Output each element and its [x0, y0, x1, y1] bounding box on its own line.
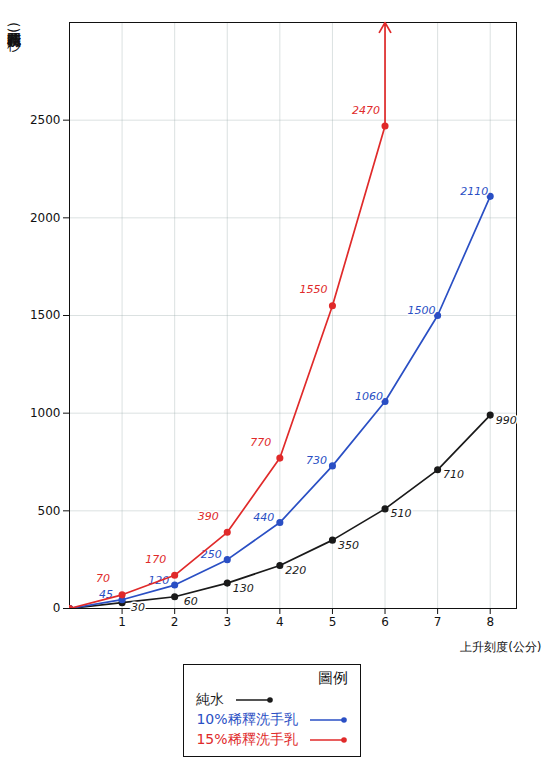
svg-text:1: 1 [118, 615, 126, 629]
svg-text:5: 5 [329, 615, 337, 629]
svg-text:250: 250 [201, 548, 222, 561]
svg-text:350: 350 [338, 539, 359, 552]
svg-text:2500: 2500 [30, 113, 61, 127]
html-text:圖例: 圖例 [317, 669, 348, 687]
svg-text:710: 710 [443, 468, 464, 481]
svg-text:70: 70 [96, 572, 110, 585]
svg-text:770: 770 [250, 436, 271, 449]
svg-text:1500: 1500 [408, 304, 436, 317]
svg-text:2: 2 [171, 615, 179, 629]
svg-text:60: 60 [184, 595, 198, 608]
svg-text:2470: 2470 [352, 104, 380, 117]
svg-text:510: 510 [391, 507, 412, 520]
svg-text:上升刻度(公分): 上升刻度(公分) [460, 640, 541, 654]
svg-text:2000: 2000 [30, 211, 61, 225]
svg-text:170: 170 [145, 553, 166, 566]
svg-text:8: 8 [486, 615, 494, 629]
svg-text:6: 6 [381, 615, 389, 629]
svg-text:990: 990 [496, 414, 517, 427]
svg-text:1500: 1500 [30, 308, 61, 322]
svg-text:390: 390 [198, 510, 219, 523]
svg-text:7: 7 [434, 615, 442, 629]
svg-text:1000: 1000 [30, 406, 61, 420]
svg-text:440: 440 [253, 511, 274, 524]
svg-text:3: 3 [223, 615, 231, 629]
html-text:純水: 純水 [196, 691, 225, 707]
svg-text:730: 730 [306, 454, 327, 467]
html-text:累積花費時間(秒): 累積花費時間(秒) [6, 22, 22, 33]
svg-text:500: 500 [38, 504, 61, 518]
html-text:10%稀釋洗手乳: 10%稀釋洗手乳 [196, 711, 298, 727]
svg-text:0: 0 [53, 601, 61, 615]
svg-text:130: 130 [233, 582, 254, 595]
svg-text:45: 45 [99, 588, 114, 602]
svg-text:1060: 1060 [355, 390, 383, 403]
svg-text:4: 4 [276, 615, 284, 629]
svg-text:220: 220 [285, 564, 306, 577]
svg-text:1550: 1550 [299, 283, 327, 296]
svg-text:2110: 2110 [460, 185, 488, 198]
html-text:15%稀釋洗手乳: 15%稀釋洗手乳 [196, 731, 298, 747]
svg-text:120: 120 [148, 573, 170, 587]
svg-text:30: 30 [131, 601, 145, 614]
